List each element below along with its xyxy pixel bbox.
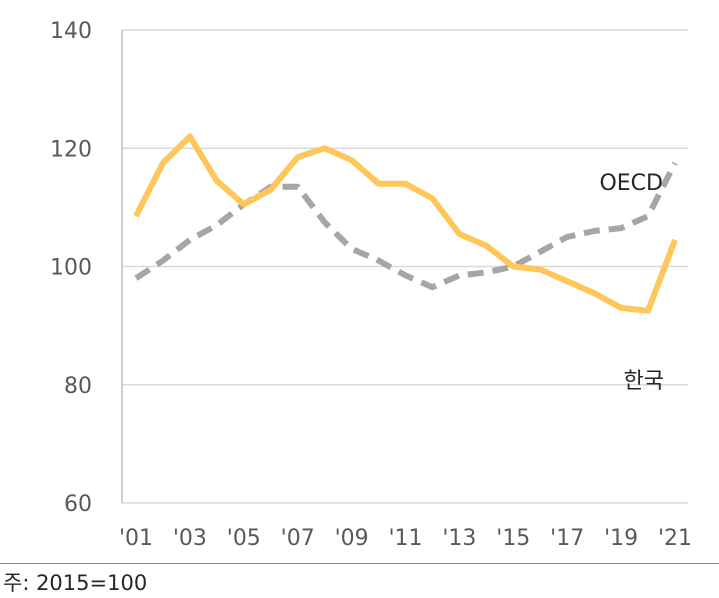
x-tick-label: '05 [227,526,261,551]
x-tick-label: '15 [496,526,530,551]
x-tick-label: '21 [658,526,692,551]
x-tick-label: '09 [335,526,369,551]
series-label-oecd: OECD [599,171,663,196]
series-lines [133,133,678,314]
y-axis-ticks: 60 80 100 120 140 [50,19,92,517]
y-tick-label: 60 [64,492,92,517]
series-line-korea [133,133,678,314]
y-tick-label: 120 [50,137,92,162]
grid-lines [122,29,688,504]
x-tick-label: '11 [388,526,422,551]
line-chart: 60 80 100 120 140 '01 '03 '05 '07 '09 '11 '13 '15 '1… [50,19,692,551]
x-axis-ticks: '01 '03 '05 '07 '09 '11 '13 '15 '17 '19 '21 [119,526,692,551]
x-tick-label: '17 [550,526,584,551]
series-label-korea: 한국 [624,369,664,394]
x-tick-label: '19 [604,526,638,551]
series-line-oecd [134,161,678,291]
x-tick-label: '13 [442,526,476,551]
y-tick-label: 140 [50,19,92,44]
footnote-divider [0,563,719,564]
x-tick-label: '03 [173,526,207,551]
y-tick-label: 100 [50,256,92,281]
y-tick-label: 80 [64,374,92,399]
footnote: 주: 2015=100 [3,571,148,595]
x-tick-label: '01 [119,526,153,551]
x-tick-label: '07 [281,526,315,551]
